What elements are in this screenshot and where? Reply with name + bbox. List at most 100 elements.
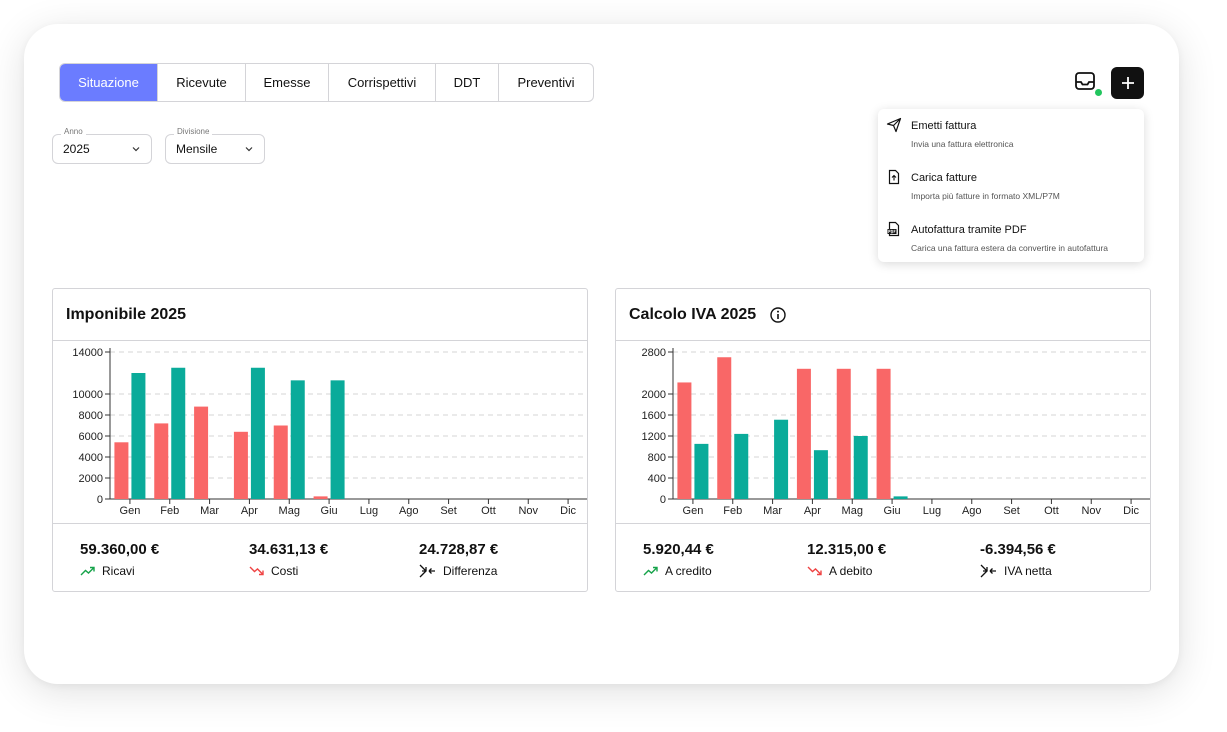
bar[interactable] <box>717 357 732 499</box>
inbox-icon[interactable] <box>1074 70 1102 96</box>
tab-situazione[interactable]: Situazione <box>60 64 158 101</box>
x-tick-label: Feb <box>160 505 179 517</box>
info-icon[interactable] <box>770 306 786 323</box>
x-tick-label: Set <box>1003 505 1020 517</box>
bar[interactable] <box>734 433 749 499</box>
x-tick-label: Ago <box>399 505 419 517</box>
stat-costi: 34.631,13 € Costi <box>249 541 328 578</box>
trend-up-icon <box>80 566 95 576</box>
tab-ricevute[interactable]: Ricevute <box>158 64 246 101</box>
menu-item-title: Emetti fattura <box>911 120 977 132</box>
y-tick-label: 8000 <box>79 410 103 422</box>
y-tick-label: 4000 <box>79 452 103 464</box>
bar[interactable] <box>154 423 169 499</box>
y-tick-label: 10000 <box>72 389 103 401</box>
bar[interactable] <box>250 367 265 499</box>
tab-ddt[interactable]: DDT <box>436 64 499 101</box>
bar[interactable] <box>131 373 146 499</box>
x-tick-label: Mag <box>842 505 863 517</box>
y-tick-label: 400 <box>648 473 666 485</box>
x-tick-label: Dic <box>1123 505 1139 517</box>
menu-item-autofattura-pdf[interactable]: Autofattura tramite PDF Carica una fattu… <box>878 215 1144 263</box>
bar[interactable] <box>774 419 789 499</box>
y-tick-label: 0 <box>660 494 666 506</box>
card-stats: 59.360,00 € Ricavi 34.631,13 € Costi 24.… <box>53 523 587 593</box>
bar[interactable] <box>876 368 891 499</box>
x-tick-label: Set <box>440 505 457 517</box>
menu-item-emetti-fattura[interactable]: Emetti fattura Invia una fattura elettro… <box>878 111 1144 159</box>
stat-value: 24.728,87 € <box>419 541 499 558</box>
bar[interactable] <box>313 496 328 499</box>
card-title: Calcolo IVA 2025 <box>616 289 1150 341</box>
x-tick-label: Gen <box>683 505 704 517</box>
bar[interactable] <box>233 431 248 499</box>
app-window: Situazione Ricevute Emesse Corrispettivi… <box>24 24 1179 684</box>
calcolo-iva-card: Calcolo IVA 2025 0 400 800 1200 1600 2000 2800… <box>615 288 1151 592</box>
y-tick-label: 0 <box>97 494 103 506</box>
menu-item-carica-fatture[interactable]: Carica fatture Importa più fatture in fo… <box>878 163 1144 211</box>
bar[interactable] <box>114 442 129 499</box>
arrows-converge-icon <box>419 564 435 578</box>
card-title-text: Imponibile 2025 <box>66 305 187 323</box>
division-select-value: Mensile <box>176 142 218 156</box>
stat-value: 5.920,44 € <box>643 541 714 558</box>
menu-item-subtitle: Invia una fattura elettronica <box>911 139 1014 149</box>
x-tick-label: Feb <box>723 505 742 517</box>
x-tick-label: Mar <box>200 505 219 517</box>
card-title: Imponibile 2025 <box>53 289 587 341</box>
bar[interactable] <box>677 382 692 499</box>
menu-item-title: Carica fatture <box>911 172 978 184</box>
y-tick-label: 2000 <box>642 389 666 401</box>
bar[interactable] <box>171 367 186 499</box>
bar[interactable] <box>813 450 828 499</box>
x-tick-label: Mag <box>279 505 300 517</box>
stat-label: A debito <box>829 564 873 578</box>
stat-a-debito: 12.315,00 € A debito <box>807 541 886 578</box>
imponibile-card: Imponibile 2025 0 2000 4000 6000 8000 10000 14… <box>52 288 588 592</box>
stat-label: Ricavi <box>102 564 135 578</box>
stat-value: 59.360,00 € <box>80 541 160 558</box>
bar[interactable] <box>290 380 305 499</box>
status-dot <box>1095 89 1102 96</box>
x-tick-label: Nov <box>518 505 538 517</box>
bar[interactable] <box>893 496 908 499</box>
add-button[interactable] <box>1111 67 1144 99</box>
stat-label: A credito <box>665 564 712 578</box>
tab-preventivi[interactable]: Preventivi <box>517 75 575 90</box>
x-tick-label: Lug <box>360 505 378 517</box>
stat-iva-netta: -6.394,56 € IVA netta <box>980 541 1056 578</box>
stat-value: 12.315,00 € <box>807 541 887 558</box>
year-select[interactable]: Anno 2025 <box>52 127 152 164</box>
file-upload-icon <box>888 169 900 185</box>
menu-item-title: Autofattura tramite PDF <box>911 224 1027 236</box>
x-tick-label: Ott <box>1044 505 1059 517</box>
x-tick-label: Lug <box>923 505 941 517</box>
chevron-down-icon <box>245 147 253 152</box>
send-icon <box>886 117 902 133</box>
trend-up-icon <box>643 566 658 576</box>
bar[interactable] <box>836 368 851 499</box>
bar[interactable] <box>796 368 811 499</box>
stat-label: IVA netta <box>1004 564 1052 578</box>
y-tick-label: 2000 <box>79 473 103 485</box>
x-tick-label: Giu <box>884 505 901 517</box>
stat-value: 34.631,13 € <box>249 541 329 558</box>
tab-bar: Situazione Ricevute Emesse Corrispettivi… <box>59 63 594 102</box>
x-tick-label: Giu <box>321 505 338 517</box>
bar[interactable] <box>273 425 288 500</box>
x-tick-label: Apr <box>241 505 258 517</box>
year-select-label: Anno <box>61 127 86 136</box>
tab-emesse[interactable]: Emesse <box>246 64 329 101</box>
menu-item-subtitle: Importa più fatture in formato XML/P7M <box>911 191 1060 201</box>
bar[interactable] <box>853 436 868 499</box>
calcolo-iva-chart: 0 400 800 1200 1600 2000 2800 Gen Feb Mar Apr Mag Gi… <box>642 347 1150 517</box>
tab-corrispettivi[interactable]: Corrispettivi <box>329 64 436 101</box>
bar[interactable] <box>330 380 345 499</box>
stat-label: Differenza <box>443 564 498 578</box>
bar[interactable] <box>694 443 709 499</box>
plus-icon <box>1121 77 1134 89</box>
bar[interactable] <box>194 406 209 499</box>
x-tick-label: Nov <box>1081 505 1101 517</box>
division-select[interactable]: Divisione Mensile <box>165 127 265 164</box>
card-stats: 5.920,44 € A credito 12.315,00 € A debit… <box>616 523 1150 593</box>
